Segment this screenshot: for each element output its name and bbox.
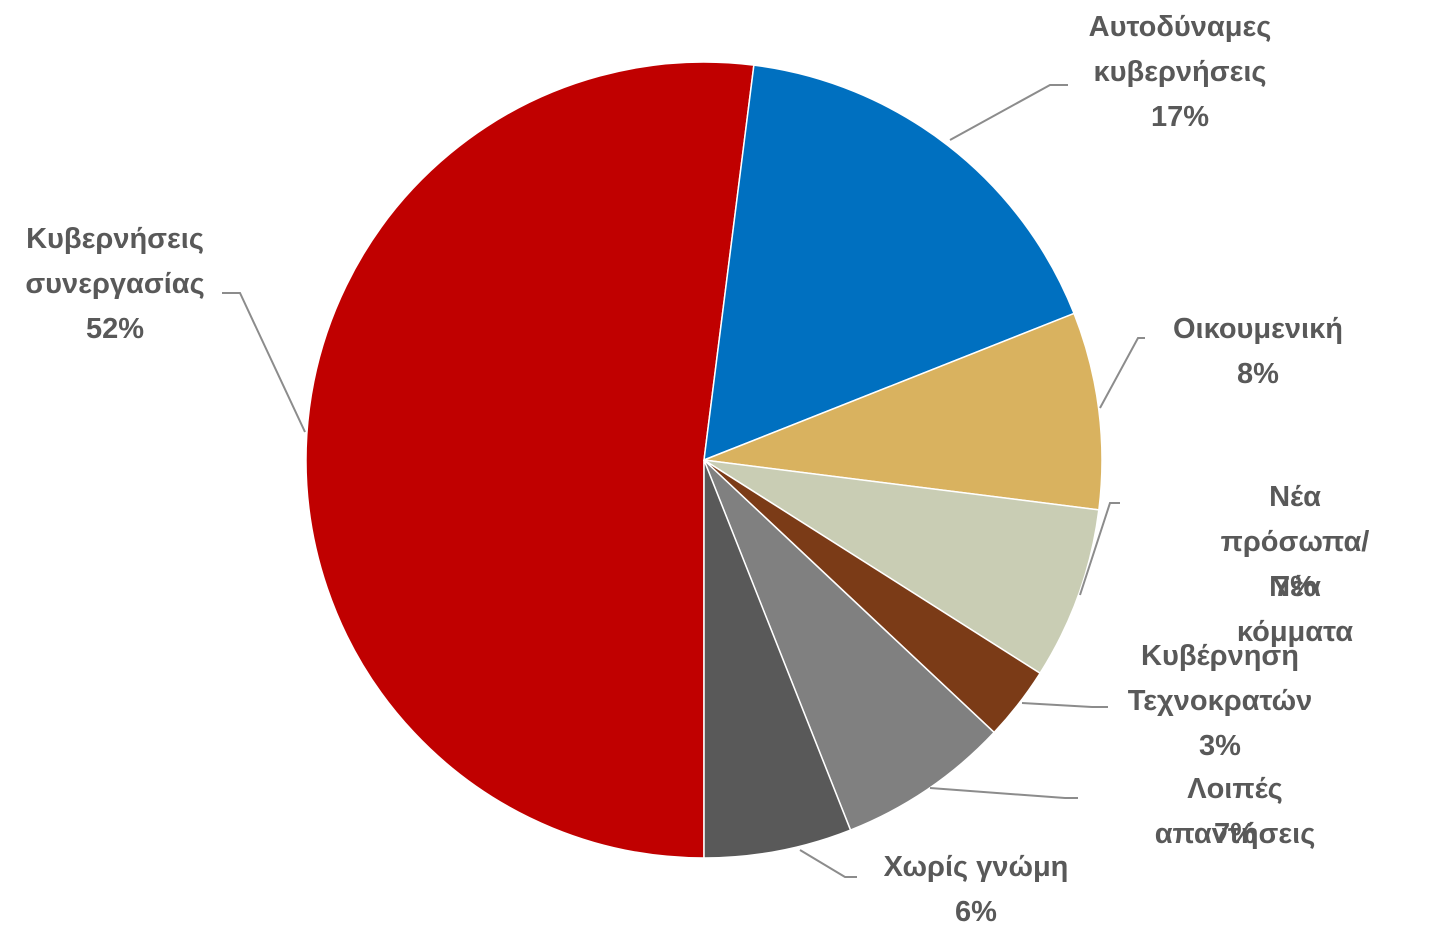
slice-value-label: 17% [1150,101,1210,133]
slice-label: Κυβέρνηση Τεχνοκρατών [1127,640,1313,717]
pie-slice [703,459,852,859]
leader-line [1021,702,1108,708]
slice-value-label: 6% [955,896,997,925]
slice-label: Χωρίς γνώμη [883,851,1069,883]
pie-slice [703,459,996,832]
leader-line [799,849,857,878]
leader-line [222,292,306,433]
slice-label: Αυτοδύναμες κυβερνήσεις [1088,11,1272,88]
leader-line [1099,337,1145,409]
pie-slice [305,61,755,859]
leader-line [949,84,1068,141]
leader-line [929,787,1078,799]
leader-line [1079,502,1120,596]
pie-slice [703,312,1103,511]
slice-value-label: 7% [1214,818,1256,850]
slice-label: Οικουμενική [1173,313,1343,345]
pie-slice [703,64,1076,462]
pie-slice [703,459,1100,675]
slice-label: Λοιπές απαντήσεις [1154,773,1316,850]
slice-label: Κυβερνήσεις συνεργασίας [25,223,205,300]
slice-value-label: 3% [1199,730,1241,762]
slice-value-label: 8% [1237,358,1279,390]
slice-label: Νέα πρόσωπα/Νέα κόμματα [1220,481,1370,648]
slice-value-label: 52% [85,313,145,345]
slice-value-label: 7% [1274,571,1316,603]
